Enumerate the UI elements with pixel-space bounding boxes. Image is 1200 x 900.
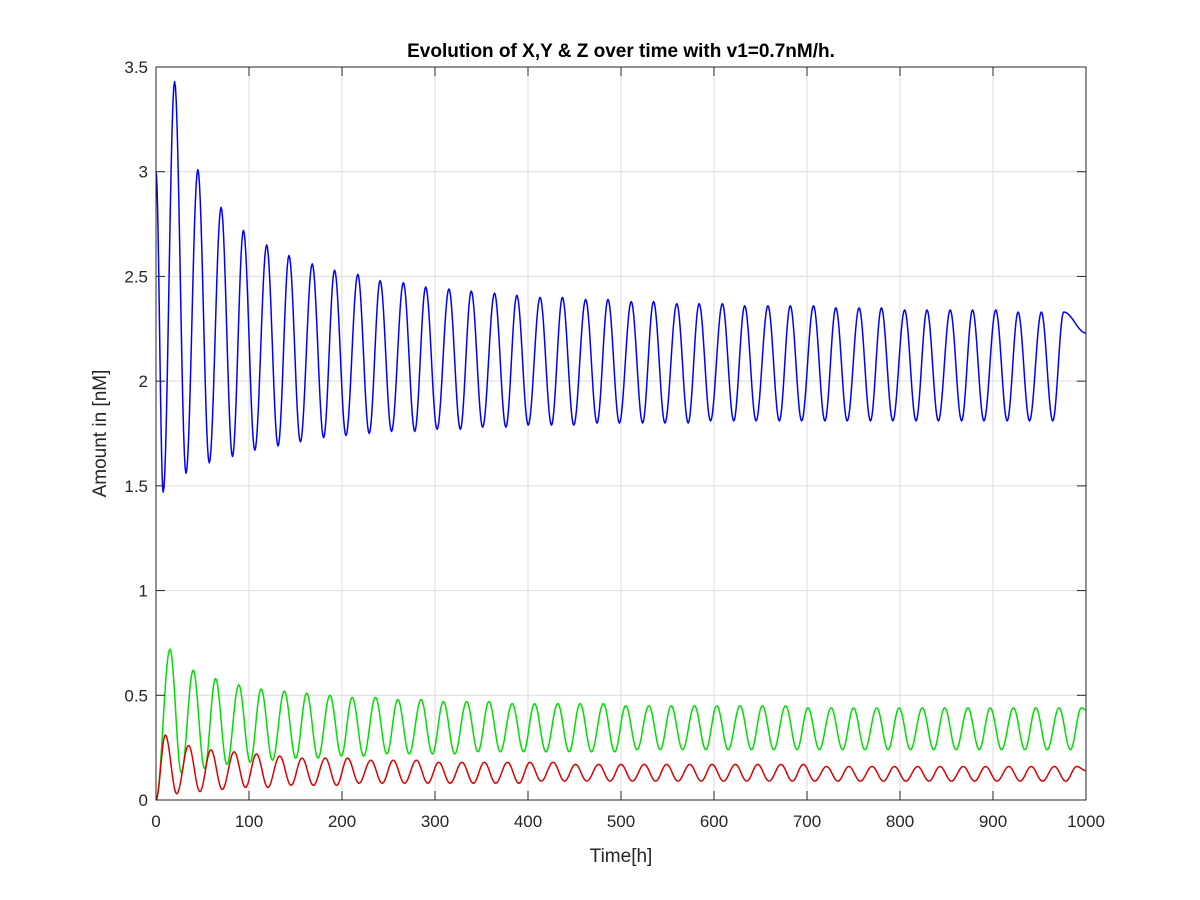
x-tick-label: 400 <box>514 812 542 831</box>
tick-layer: 0 100 200 300 400 500 600 700 800 900 1000 0 0.5 1 1.5… <box>124 58 1105 831</box>
x-tick-label: 900 <box>979 812 1007 831</box>
y-tick-label: 0.5 <box>124 686 148 705</box>
x-axis-label: Time[h] <box>590 846 653 867</box>
x-tick-label: 800 <box>886 812 914 831</box>
y-tick-label: 1 <box>139 582 148 601</box>
y-tick-label: 3.5 <box>124 58 148 77</box>
series-line-3 <box>155 734 1087 801</box>
series-line-2 <box>155 648 1087 801</box>
series-layer <box>155 80 1087 801</box>
y-axis-label: Amount in [nM] <box>90 370 111 498</box>
chart-title: Evolution of X,Y & Z over time with v1=0… <box>407 41 835 62</box>
x-tick-label: 200 <box>328 812 356 831</box>
x-tick-label: 700 <box>793 812 821 831</box>
x-tick-label: 600 <box>700 812 728 831</box>
y-tick-label: 2 <box>139 372 148 391</box>
series-line-1 <box>155 80 1087 493</box>
y-tick-label: 3 <box>139 163 148 182</box>
x-tick-label: 500 <box>607 812 635 831</box>
y-tick-label: 2.5 <box>124 267 148 286</box>
x-tick-label: 100 <box>235 812 263 831</box>
grid-layer <box>156 67 1086 800</box>
x-tick-label: 300 <box>421 812 449 831</box>
y-tick-label: 0 <box>139 791 148 810</box>
x-tick-label: 0 <box>151 812 160 831</box>
x-tick-label: 1000 <box>1067 812 1105 831</box>
y-tick-label: 1.5 <box>124 477 148 496</box>
